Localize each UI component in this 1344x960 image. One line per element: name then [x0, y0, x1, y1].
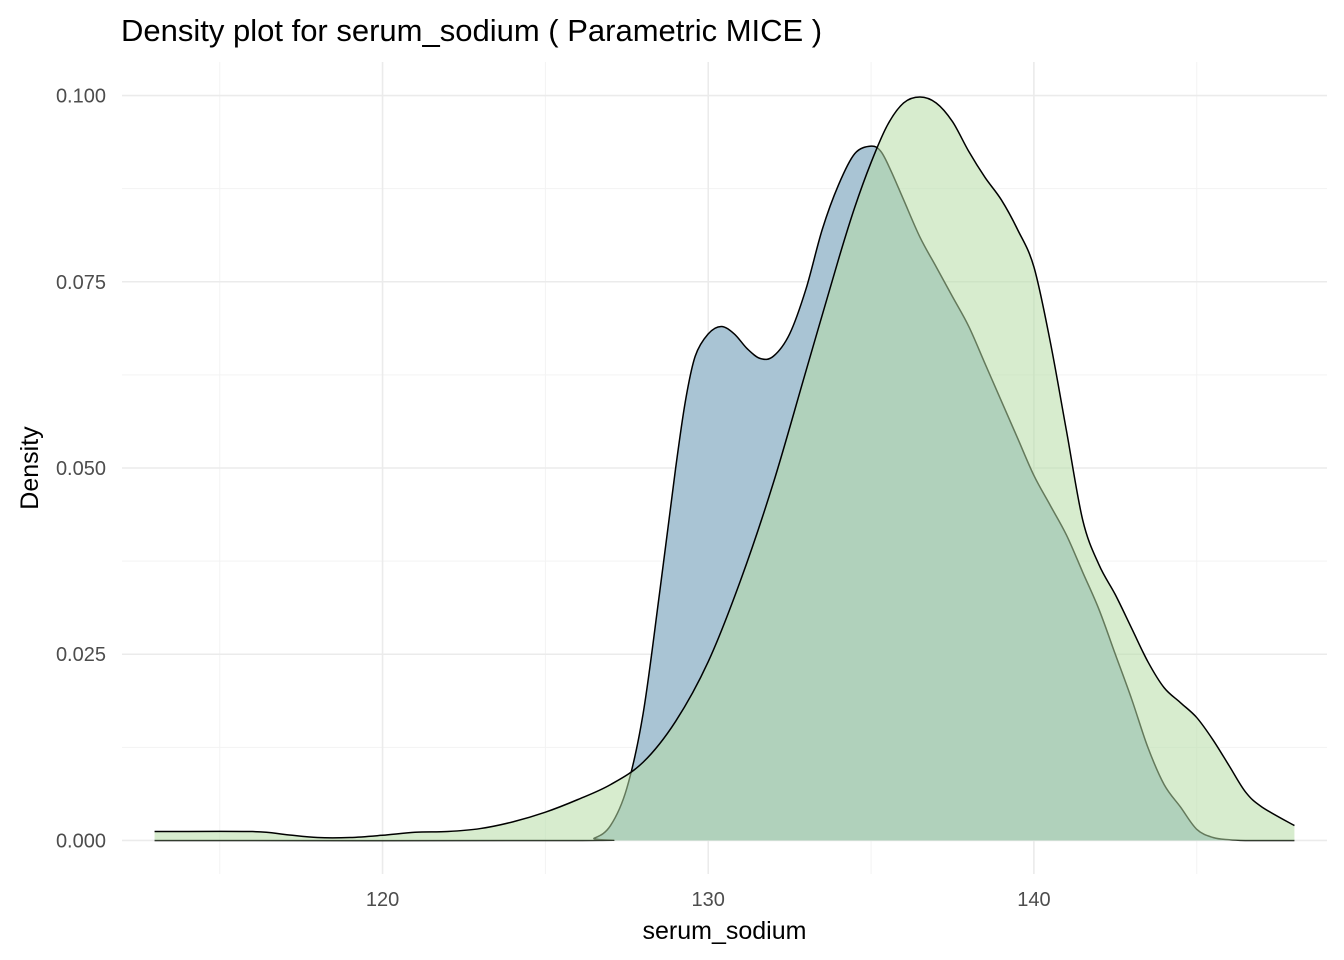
density-curve-2 — [154, 96, 1295, 839]
x-tick-label: 140 — [1017, 889, 1050, 911]
y-tick-label: 0.100 — [56, 86, 106, 108]
x-tick-label: 120 — [366, 889, 399, 911]
x-axis-ticks: 120 130 140 — [366, 889, 1051, 911]
y-axis-title: Density — [16, 426, 44, 510]
x-axis-title: serum_sodium — [643, 917, 807, 945]
y-tick-label: 0.025 — [56, 644, 106, 666]
chart-title: Density plot for serum_sodium ( Parametr… — [121, 13, 822, 48]
density-area-2 — [154, 97, 1295, 841]
y-axis-ticks: 0.000 0.025 0.050 0.075 0.100 — [56, 86, 106, 853]
x-tick-label: 130 — [692, 889, 725, 911]
y-tick-label: 0.050 — [56, 458, 106, 480]
y-tick-label: 0.075 — [56, 272, 106, 294]
density-areas — [154, 96, 1295, 842]
y-tick-label: 0.000 — [56, 830, 106, 852]
